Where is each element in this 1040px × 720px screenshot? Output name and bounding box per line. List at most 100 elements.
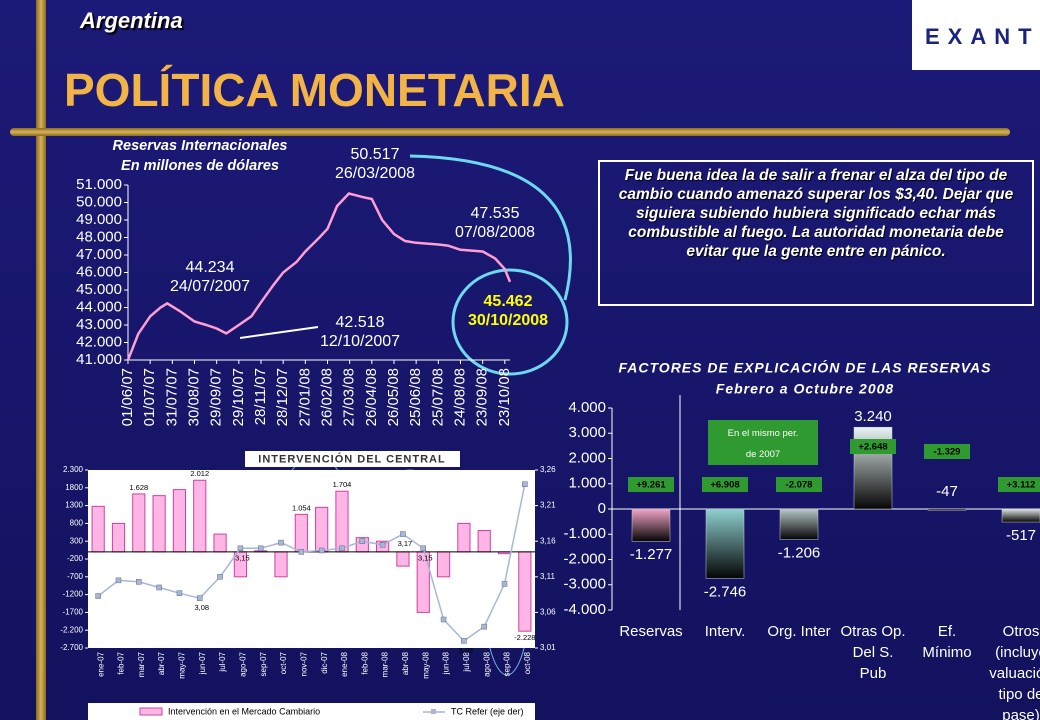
- x-tick-label: 26/04/08: [363, 368, 380, 426]
- chart-title: Reservas Internacionales: [113, 138, 288, 154]
- marker: [257, 545, 264, 552]
- x-tick-label: sep-08: [503, 651, 512, 676]
- value-label: -1.206: [778, 544, 821, 561]
- chart-title: FACTORES DE EXPLICACIÓN DE LAS RESERVAS: [619, 359, 992, 376]
- y-tick-label: 3.000: [568, 424, 606, 441]
- marker: [359, 538, 366, 544]
- value-label: 3,08: [194, 603, 209, 612]
- line: [97, 484, 526, 642]
- x-tick-label: Reservas: [619, 623, 682, 640]
- marker: [400, 531, 406, 537]
- bar: [518, 551, 532, 632]
- x-tick-label: ene-08: [340, 651, 349, 676]
- x-tick-label: oct-08: [523, 651, 532, 674]
- x-tick-label: Otras Op. Del S. Pub: [840, 623, 905, 682]
- value-label: 3,15: [418, 553, 433, 562]
- bar: [213, 533, 227, 553]
- y-tick-label: -2.200: [60, 625, 83, 634]
- marker: [136, 579, 142, 585]
- comparison-label: +6.908: [710, 480, 739, 491]
- x-tick-label: jul-07: [218, 651, 227, 672]
- legend-swatch: [139, 707, 163, 716]
- y-tick-label: -1200: [63, 590, 84, 599]
- comparison-box: [998, 477, 1040, 492]
- marker: [176, 590, 183, 596]
- x-tick-label: mar-07: [137, 651, 146, 677]
- bar: [111, 522, 126, 553]
- y-tick-label: 45.000: [76, 281, 122, 298]
- x-tick-label: ene-07: [96, 651, 105, 676]
- bar: [132, 493, 146, 553]
- marker: [217, 574, 223, 580]
- x-tick-label: 28/11/07: [252, 368, 269, 425]
- y-tick-label: -1.000: [563, 525, 606, 542]
- bar: [779, 508, 819, 540]
- x-tick-label: 25/06/08: [407, 368, 424, 426]
- x-tick-label: oct-07: [279, 651, 288, 674]
- y-tick-label: 42.000: [76, 333, 122, 350]
- x-tick-label: 01/06/07: [119, 368, 136, 426]
- legend-swatch: [431, 709, 436, 714]
- line: [126, 192, 512, 361]
- y-tick-label: -700: [67, 572, 84, 581]
- comparison-label: -2.078: [786, 480, 813, 491]
- x-tick-label: 23/10/08: [496, 368, 513, 426]
- x-tick-label: abr-08: [401, 651, 410, 675]
- arrow: [239, 326, 319, 339]
- x-tick-label: may-08: [421, 651, 430, 678]
- x-tick-label: Interv.: [705, 623, 746, 640]
- bar: [477, 530, 491, 553]
- value-label: -47: [936, 483, 958, 500]
- marker: [156, 584, 162, 591]
- y-tick-label: 43.000: [76, 316, 122, 333]
- x-tick-label: 31/07/07: [163, 368, 180, 426]
- x-tick-label: jul-08: [462, 651, 471, 672]
- x-tick-label: nov-07: [299, 651, 308, 676]
- y-tick-label: 41.000: [76, 351, 122, 368]
- marker: [318, 547, 325, 554]
- highlight-circle: [451, 268, 569, 376]
- value-label: 2.012: [190, 469, 209, 478]
- marker: [278, 539, 284, 546]
- heading-box: [245, 451, 460, 467]
- comparison-box: [924, 444, 970, 459]
- bar: [1001, 508, 1040, 523]
- y-tick-label: 1800: [65, 483, 83, 492]
- x-tick-label: 26/02/08: [318, 368, 335, 426]
- comparison-box: [702, 477, 748, 492]
- value-label: 3,02: [459, 646, 474, 655]
- x-tick-label: 27/03/08: [341, 368, 358, 426]
- annotation: 26/03/2008: [335, 165, 415, 182]
- x-tick-label: Org. Inter: [767, 623, 830, 640]
- bar: [315, 506, 329, 553]
- y2-tick-label: 3,16: [540, 536, 556, 545]
- marker: [501, 581, 508, 587]
- bar: [631, 508, 671, 542]
- comparison-legend: En el mismo per. de 2007: [728, 428, 799, 460]
- y-tick-label: -4.000: [563, 601, 606, 618]
- annotation: 50.517: [351, 146, 400, 163]
- x-tick-label: feb-08: [360, 651, 369, 674]
- marker: [197, 595, 203, 601]
- gold-bar: [36, 0, 46, 720]
- x-tick-label: 30/08/07: [185, 368, 202, 426]
- slide-title: POLÍTICA MONETARIA: [64, 64, 565, 116]
- x-tick-label: 24/08/08: [451, 368, 468, 426]
- bar: [294, 513, 308, 553]
- bar: [457, 522, 471, 553]
- y2-tick-label: 3,21: [540, 501, 556, 510]
- x-tick-label: 26/05/08: [385, 368, 402, 426]
- comparison-label: +3.112: [1007, 480, 1036, 491]
- y-tick-label: -2.700: [60, 643, 83, 652]
- y2-tick-label: 3,06: [540, 608, 556, 617]
- x-tick-label: 25/07/08: [429, 368, 446, 426]
- comparison-box: [776, 477, 822, 492]
- annotation: 12/10/2007: [320, 333, 400, 350]
- x-tick-label: mar-08: [381, 651, 390, 677]
- x-tick-label: sep-07: [259, 651, 268, 676]
- comparison-label: +2.648: [858, 442, 887, 453]
- y2-tick-label: 3,11: [540, 572, 556, 581]
- y-tick-label: -3.000: [563, 576, 606, 593]
- x-tick-label: ago-08: [482, 651, 491, 676]
- annotation: 30/10/2008: [468, 312, 548, 329]
